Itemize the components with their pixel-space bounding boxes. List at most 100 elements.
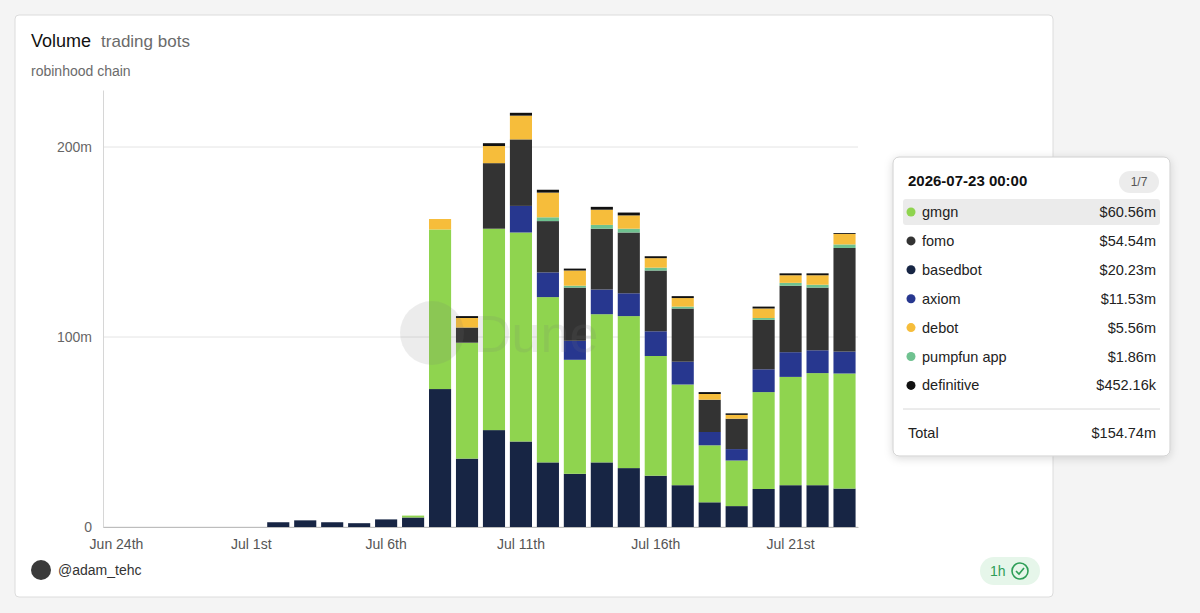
bar-segment[interactable] [105,527,127,528]
bar-segment[interactable] [537,217,559,221]
bar-segment[interactable] [132,527,154,528]
bar-segment[interactable] [564,286,586,288]
bar-segment[interactable] [780,283,802,286]
bar-segment[interactable] [780,275,802,283]
bar-segment[interactable] [429,219,451,229]
bar-segment[interactable] [537,462,559,527]
bar-segment[interactable] [267,522,289,523]
bar-segment[interactable] [699,400,721,432]
bar-segment[interactable] [240,527,262,528]
bar-segment[interactable] [591,207,613,210]
bar-segment[interactable] [294,520,316,521]
bar-segment[interactable] [348,523,370,524]
bar-segment[interactable] [753,392,775,489]
bar-segment[interactable] [806,285,828,288]
bar-segment[interactable] [591,225,613,229]
bar-segment[interactable] [672,485,694,527]
badge[interactable] [980,557,1040,585]
bar-segment[interactable] [213,527,235,528]
bar-segment[interactable] [240,527,262,528]
bar-segment[interactable] [833,234,855,245]
bar-segment[interactable] [429,219,451,220]
bar-segment[interactable] [348,523,370,524]
bar-segment[interactable] [833,233,855,235]
bar-segment[interactable] [267,522,289,523]
bar-segment[interactable] [726,506,748,527]
bar-segment[interactable] [564,474,586,527]
bar-segment[interactable] [186,527,208,528]
bar-segment[interactable] [375,519,397,520]
bar-segment[interactable] [375,519,397,520]
bar-segment[interactable] [321,522,343,523]
bar-segment[interactable] [510,113,532,116]
bar-segment[interactable] [159,527,181,528]
bar-segment[interactable] [402,515,424,516]
bar-segment[interactable] [348,523,370,524]
bar-segment[interactable] [726,461,748,507]
bar-segment[interactable] [699,502,721,527]
bar-segment[interactable] [186,527,208,528]
bar-segment[interactable] [483,143,505,146]
bar-segment[interactable] [591,210,613,225]
bar-segment[interactable] [294,520,316,521]
bar-segment[interactable] [833,248,855,352]
bar-segment[interactable] [806,373,828,485]
bar-segment[interactable] [213,527,235,528]
bar-segment[interactable] [780,273,802,275]
bar-segment[interactable] [294,520,316,521]
bar-segment[interactable] [159,527,181,528]
bar-segment[interactable] [240,527,262,528]
bar-segment[interactable] [402,515,424,516]
bar-segment[interactable] [186,527,208,528]
bar-segment[interactable] [483,163,505,229]
bar-segment[interactable] [699,392,721,394]
bar-segment[interactable] [510,116,532,140]
bar-segment[interactable] [321,522,343,523]
bar-segment[interactable] [618,229,640,233]
bar-segment[interactable] [618,215,640,228]
bar-segment[interactable] [672,298,694,307]
bar-segment[interactable] [132,527,154,528]
bar-segment[interactable] [321,522,343,523]
bar-segment[interactable] [564,360,586,474]
bar-segment[interactable] [375,519,397,520]
bar-segment[interactable] [375,519,397,520]
bar-segment[interactable] [105,527,127,528]
bar-segment[interactable] [537,221,559,272]
bar-segment[interactable] [806,273,828,275]
bar-segment[interactable] [833,373,855,488]
bar-segment[interactable] [510,442,532,528]
bar-segment[interactable] [537,193,559,218]
bar-segment[interactable] [267,522,289,523]
bar-segment[interactable] [132,527,154,528]
bar-segment[interactable] [402,515,424,516]
bar-segment[interactable] [375,519,397,520]
bar-segment[interactable] [159,527,181,528]
bar-segment[interactable] [105,527,127,528]
bar-segment[interactable] [159,527,181,528]
bar-segment[interactable] [537,272,559,297]
bar-segment[interactable] [833,489,855,527]
bar-segment[interactable] [753,369,775,392]
bar-segment[interactable] [618,233,640,294]
bar-segment[interactable] [267,522,289,523]
bar-segment[interactable] [294,520,316,521]
bar-segment[interactable] [806,485,828,527]
bar-segment[interactable] [240,527,262,528]
bar-segment[interactable] [780,352,802,377]
bar-segment[interactable] [294,520,316,527]
bar-segment[interactable] [213,527,235,528]
bar-segment[interactable] [348,523,370,524]
bar-segment[interactable] [186,527,208,528]
bar-segment[interactable] [375,519,397,527]
bar-segment[interactable] [267,522,289,527]
bar-segment[interactable] [726,415,748,419]
bar-segment[interactable] [618,316,640,468]
bar-segment[interactable] [402,515,424,516]
bar-segment[interactable] [159,527,181,528]
bar-segment[interactable] [833,244,855,248]
bar-segment[interactable] [672,362,694,385]
bar-segment[interactable] [186,527,208,528]
bar-segment[interactable] [240,527,262,528]
bar-segment[interactable] [240,527,262,528]
